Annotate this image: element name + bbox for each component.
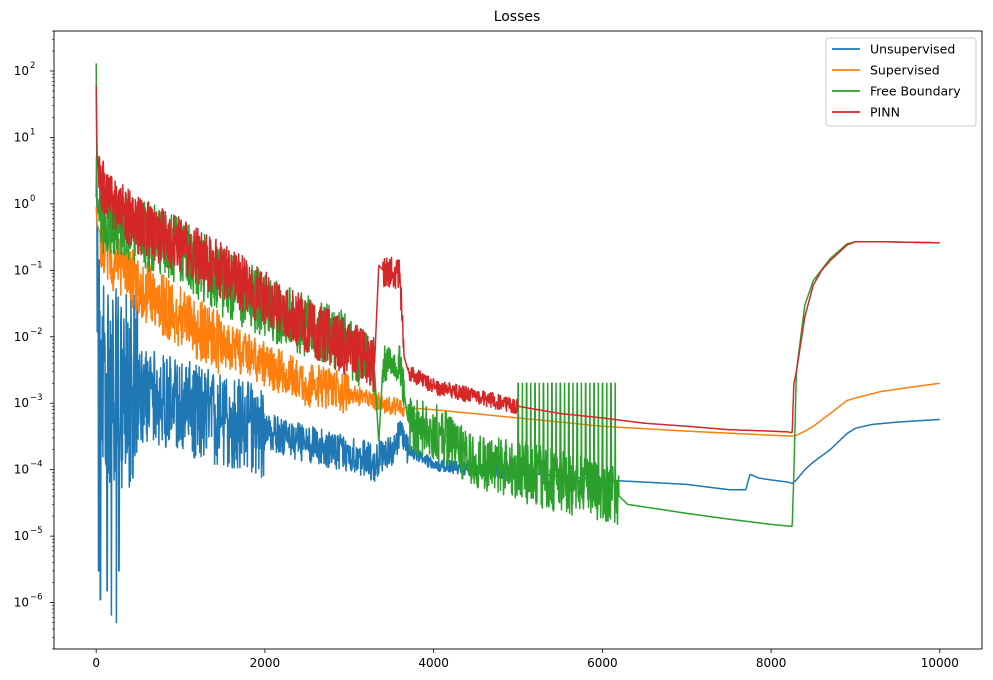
x-tick-label: 4000 [418, 656, 449, 670]
y-tick-exponent: −3 [30, 393, 43, 403]
y-tick-exponent: −1 [30, 260, 43, 270]
legend-label: Unsupervised [870, 42, 955, 57]
legend: Unsupervised Supervised Free Boundary PINN [825, 37, 977, 127]
series-layer [95, 63, 941, 624]
y-tick-label: 10 [14, 596, 29, 610]
x-tick-label: 2000 [250, 656, 281, 670]
y-tick-label: 10 [14, 529, 29, 543]
legend-label: PINN [870, 105, 900, 120]
x-axis: 0 2000 4000 6000 8000 10000 [92, 649, 959, 670]
y-tick-label: 10 [14, 197, 29, 211]
legend-label: Free Boundary [870, 84, 961, 99]
y-tick-exponent: 1 [30, 127, 35, 137]
y-tick-label: 10 [14, 130, 29, 144]
x-tick-label: 0 [92, 656, 100, 670]
y-tick-label: 10 [14, 463, 29, 477]
y-tick-exponent: −4 [30, 460, 43, 470]
y-tick-label: 10 [14, 64, 29, 78]
chart-title: Losses [494, 9, 541, 25]
y-tick-exponent: −2 [30, 327, 43, 337]
y-tick-label: 10 [14, 263, 29, 277]
legend-label: Supervised [870, 63, 940, 78]
x-tick-label: 8000 [756, 656, 787, 670]
y-tick-exponent: 0 [30, 194, 35, 204]
series-line-pinn [95, 85, 941, 434]
x-tick-label: 6000 [587, 656, 618, 670]
x-tick-label: 10000 [921, 656, 959, 670]
legend-box [825, 37, 977, 127]
y-tick-label: 10 [14, 330, 29, 344]
y-tick-exponent: −5 [30, 526, 43, 536]
y-tick-exponent: 2 [30, 61, 35, 71]
y-tick-exponent: −6 [30, 593, 43, 603]
y-tick-label: 10 [14, 396, 29, 410]
